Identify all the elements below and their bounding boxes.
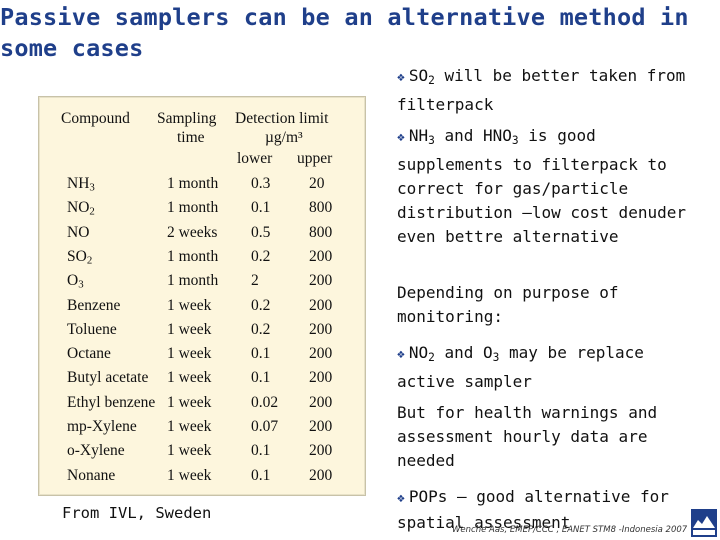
cell-upper-limit: 200 xyxy=(309,296,333,314)
table-row: mp-Xylene 1 week 0.07 200 xyxy=(39,416,365,440)
cell-lower-limit: 0.5 xyxy=(251,223,271,241)
table-row: Nonane 1 week 0.1 200 xyxy=(39,465,365,489)
table-row: NO2 1 month 0.1 800 xyxy=(39,197,365,221)
table-row: Ethyl benzene 1 week 0.02 200 xyxy=(39,392,365,416)
paragraph-depending: Depending on purpose of monitoring: xyxy=(397,283,619,326)
cell-compound: NO xyxy=(67,223,90,241)
page-title: Passive samplers can be an alternative m… xyxy=(0,3,689,62)
cell-upper-limit: 800 xyxy=(309,199,333,217)
cell-compound: mp-Xylene xyxy=(67,418,137,435)
cell-compound: Toluene xyxy=(67,320,117,338)
cell-compound-subscript: 3 xyxy=(78,278,84,291)
cell-upper-limit: 200 xyxy=(309,393,333,411)
bullet-no2-o3: ❖ NO2 and O3 may be replace active sample… xyxy=(397,343,644,391)
footer-credit: Wenche Aas, EMEP/CCC , EANET STM8 -Indon… xyxy=(452,525,688,535)
cell-compound-wrap: SO2 xyxy=(67,246,92,272)
cell-lower-limit: 2 xyxy=(251,272,259,290)
cell-upper-limit: 200 xyxy=(309,442,333,460)
cell-sampling-time: 1 week xyxy=(167,320,212,338)
cell-compound: Ethyl benzene xyxy=(67,393,156,411)
cell-compound-wrap: O3 xyxy=(67,270,84,296)
cell-sampling-time: 1 week xyxy=(167,369,212,387)
cell-upper-limit: 200 xyxy=(309,466,333,484)
cell-lower-limit: 0.07 xyxy=(251,418,279,435)
cell-lower-limit: 0.2 xyxy=(251,247,271,265)
bullet-nh3-hno3: ❖ NH3 and HNO3 is good supplements to fil… xyxy=(397,126,686,246)
cell-lower-limit: 0.1 xyxy=(251,369,271,387)
cell-sampling-time: 1 week xyxy=(167,418,212,435)
cell-compound: Octane xyxy=(67,345,111,363)
header-detection-limit: Detection limit xyxy=(235,110,329,127)
table-row: NH3 1 month 0.3 20 xyxy=(39,173,365,197)
header-time: time xyxy=(177,129,205,146)
diamond-bullet-icon: ❖ xyxy=(397,130,405,145)
cell-sampling-time: 1 week xyxy=(167,393,212,411)
cell-sampling-time: 1 month xyxy=(167,199,219,217)
cell-upper-limit: 200 xyxy=(309,272,333,290)
cell-lower-limit: 0.02 xyxy=(251,393,279,411)
table-row: Benzene 1 week 0.2 200 xyxy=(39,295,365,319)
source-caption: From IVL, Sweden xyxy=(62,504,212,522)
cell-upper-limit: 800 xyxy=(309,223,333,241)
table-row: Octane 1 week 0.1 200 xyxy=(39,343,365,367)
table-row: Butyl acetate 1 week 0.1 200 xyxy=(39,367,365,391)
cell-compound: NH xyxy=(67,175,90,192)
table-row: SO2 1 month 0.2 200 xyxy=(39,246,365,270)
table-row: Toluene 1 week 0.2 200 xyxy=(39,319,365,343)
cell-compound: Butyl acetate xyxy=(67,369,149,387)
cell-lower-limit: 0.2 xyxy=(251,296,271,314)
cell-upper-limit: 200 xyxy=(309,418,333,435)
cell-sampling-time: 2 weeks xyxy=(167,223,218,241)
header-unit: µg/m³ xyxy=(265,129,303,146)
nilu-logo xyxy=(691,509,717,537)
header-compound: Compound xyxy=(61,110,130,127)
cell-upper-limit: 20 xyxy=(309,175,325,192)
diamond-bullet-icon: ❖ xyxy=(397,491,405,506)
cell-lower-limit: 0.1 xyxy=(251,466,271,484)
bullet-so2: ❖ SO2 will be better taken from filterpac… xyxy=(397,66,686,114)
table-row: O3 1 month 2 200 xyxy=(39,270,365,294)
cell-sampling-time: 1 month xyxy=(167,175,219,192)
cell-lower-limit: 0.3 xyxy=(251,175,271,192)
cell-compound-subscript: 2 xyxy=(86,254,93,267)
header-upper: upper xyxy=(297,150,333,167)
cell-compound-subscript: 3 xyxy=(89,181,95,194)
cell-compound: NO xyxy=(67,199,90,217)
cell-lower-limit: 0.1 xyxy=(251,199,271,217)
cell-upper-limit: 200 xyxy=(309,247,333,265)
cell-sampling-time: 1 week xyxy=(167,466,212,484)
header-lower: lower xyxy=(237,150,273,167)
cell-compound: Nonane xyxy=(67,466,116,484)
cell-compound-subscript: 2 xyxy=(89,206,95,218)
diamond-bullet-icon: ❖ xyxy=(397,70,405,85)
cell-compound: SO xyxy=(67,247,87,265)
cell-upper-limit: 200 xyxy=(309,345,333,363)
cell-upper-limit: 200 xyxy=(309,369,333,387)
sampler-table-panel: Compound Sampling time Detection limit µ… xyxy=(38,96,366,496)
cell-compound-wrap: NO2 xyxy=(67,197,95,223)
cell-lower-limit: 0.1 xyxy=(251,345,271,363)
header-sampling: Sampling xyxy=(157,110,217,127)
bullet-pops: ❖ POPs – good alternative for spatial ass… xyxy=(397,487,669,532)
cell-compound-wrap: NH3 xyxy=(67,173,95,199)
table-row: NO 2 weeks 0.5 800 xyxy=(39,222,365,246)
cell-lower-limit: 0.1 xyxy=(251,442,271,460)
cell-sampling-time: 1 week xyxy=(167,442,212,460)
diamond-bullet-icon: ❖ xyxy=(397,347,405,362)
cell-sampling-time: 1 week xyxy=(167,345,212,363)
table-row: o-Xylene 1 week 0.1 200 xyxy=(39,440,365,464)
cell-upper-limit: 200 xyxy=(309,320,333,338)
cell-compound: o-Xylene xyxy=(67,442,125,460)
cell-compound: O xyxy=(67,272,79,290)
cell-sampling-time: 1 week xyxy=(167,296,212,314)
cell-sampling-time: 1 month xyxy=(167,272,219,290)
cell-lower-limit: 0.2 xyxy=(251,320,271,338)
paragraph-health: But for health warnings and assessment h… xyxy=(397,403,658,470)
cell-sampling-time: 1 month xyxy=(167,247,219,265)
cell-compound: Benzene xyxy=(67,296,121,314)
